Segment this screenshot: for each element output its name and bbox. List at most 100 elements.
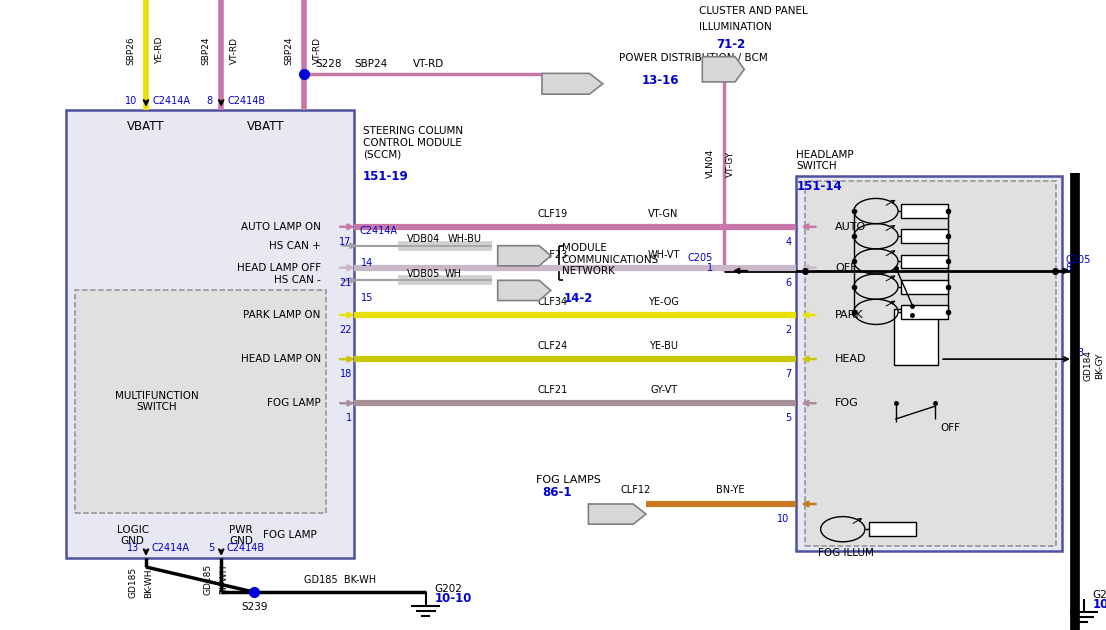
Text: C2414B: C2414B (228, 96, 265, 106)
Text: HEAD: HEAD (835, 354, 866, 364)
Text: G201: G201 (1093, 590, 1106, 600)
Text: GD184: GD184 (1084, 350, 1093, 381)
Text: C2414A: C2414A (359, 226, 397, 236)
Text: 8: 8 (206, 96, 212, 106)
Bar (901, 255, 948, 268)
Polygon shape (498, 246, 551, 266)
Text: VT-GY: VT-GY (726, 151, 734, 177)
Text: MULTIFUNCTION
SWITCH: MULTIFUNCTION SWITCH (115, 391, 198, 413)
Text: VT-RD: VT-RD (413, 59, 444, 69)
Text: CLF23: CLF23 (538, 249, 568, 260)
Text: G202: G202 (435, 584, 462, 594)
Text: FOG: FOG (835, 398, 858, 408)
Text: FOG LAMPS: FOG LAMPS (536, 475, 602, 485)
Text: 151-19: 151-19 (363, 170, 408, 183)
Text: GD185: GD185 (204, 564, 212, 595)
Text: GY-VT: GY-VT (650, 385, 677, 395)
Bar (901, 280, 948, 294)
Text: 3: 3 (1077, 348, 1084, 358)
Text: 18: 18 (340, 369, 352, 379)
Text: BK-WH: BK-WH (144, 568, 153, 597)
Text: HS CAN +: HS CAN + (269, 241, 321, 251)
Text: 6: 6 (785, 278, 792, 288)
Bar (894, 309, 938, 365)
Text: CLUSTER AND PANEL: CLUSTER AND PANEL (699, 6, 807, 16)
Text: FOG LAMP: FOG LAMP (262, 530, 316, 541)
Text: WH-BU: WH-BU (448, 234, 482, 244)
Text: WH-VT: WH-VT (647, 249, 680, 260)
Text: FOG LAMP: FOG LAMP (267, 398, 321, 408)
Text: 10-10: 10-10 (435, 592, 472, 605)
Text: C205: C205 (1065, 255, 1091, 265)
Text: CLF12: CLF12 (620, 485, 651, 495)
Text: CLF34: CLF34 (538, 297, 568, 307)
Text: PARK LAMP ON: PARK LAMP ON (243, 310, 321, 320)
Bar (901, 305, 948, 319)
Text: GD185: GD185 (128, 567, 137, 598)
Text: S239: S239 (241, 602, 268, 612)
Text: C2414A: C2414A (152, 543, 189, 553)
Text: WH: WH (445, 269, 461, 279)
Text: 15: 15 (361, 293, 374, 303)
Polygon shape (588, 504, 646, 524)
Text: CLF24: CLF24 (538, 341, 568, 351)
Text: HEAD LAMP ON: HEAD LAMP ON (241, 354, 321, 364)
Text: 7: 7 (785, 369, 792, 379)
Text: VBATT: VBATT (247, 120, 284, 132)
Bar (901, 229, 948, 243)
Text: VDB04: VDB04 (407, 234, 440, 244)
Polygon shape (702, 57, 744, 82)
Text: SBP24: SBP24 (354, 59, 387, 69)
Text: VDB05: VDB05 (407, 269, 440, 279)
Text: YE-OG: YE-OG (648, 297, 679, 307)
Text: 4: 4 (785, 237, 792, 247)
Text: HEADLAMP
SWITCH: HEADLAMP SWITCH (796, 150, 854, 171)
Text: BK-WH: BK-WH (219, 565, 228, 594)
Text: 8: 8 (1065, 263, 1072, 273)
Text: 86-1: 86-1 (542, 486, 572, 499)
Text: OFF: OFF (835, 263, 856, 273)
Polygon shape (542, 73, 603, 94)
Polygon shape (498, 280, 551, 301)
Text: 14: 14 (361, 258, 374, 268)
Text: CLF19: CLF19 (538, 209, 568, 219)
Text: 14-2: 14-2 (564, 292, 594, 305)
Bar (75, 290, 326, 513)
Text: CLF21: CLF21 (538, 385, 568, 395)
Text: 17: 17 (340, 237, 352, 247)
Text: S228: S228 (315, 59, 342, 69)
Text: YE-RD: YE-RD (155, 37, 164, 64)
Text: OFF: OFF (940, 423, 960, 433)
Text: C2414A: C2414A (153, 96, 190, 106)
Text: C2414B: C2414B (227, 543, 264, 553)
Text: PWR
GND: PWR GND (229, 525, 253, 546)
Text: 10: 10 (778, 514, 790, 524)
Text: FOG ILLUM: FOG ILLUM (818, 548, 874, 558)
Text: 5: 5 (208, 543, 215, 553)
Text: BN-YE: BN-YE (716, 485, 744, 495)
Text: 5: 5 (785, 413, 792, 423)
Text: AUTO: AUTO (835, 222, 866, 232)
Text: 22: 22 (340, 325, 352, 335)
Bar (901, 204, 948, 218)
Bar (805, 181, 1056, 546)
Text: 2: 2 (785, 325, 792, 335)
Text: SBP24: SBP24 (201, 36, 210, 65)
Text: 151-14: 151-14 (796, 180, 842, 193)
Text: VT-GN: VT-GN (648, 209, 679, 219)
Text: SBP24: SBP24 (284, 36, 293, 65)
Bar (869, 522, 916, 536)
Text: YE-BU: YE-BU (649, 341, 678, 351)
Text: 10: 10 (125, 96, 137, 106)
Text: 1: 1 (345, 413, 352, 423)
Text: BK-GY: BK-GY (1095, 352, 1104, 379)
Text: MODULE
COMMUNICATIONS
NETWORK: MODULE COMMUNICATIONS NETWORK (562, 243, 659, 277)
Text: VLN04: VLN04 (706, 149, 714, 178)
Text: STEERING COLUMN
CONTROL MODULE
(SCCM): STEERING COLUMN CONTROL MODULE (SCCM) (363, 126, 463, 159)
Text: C205: C205 (688, 253, 713, 263)
Text: 10-7: 10-7 (1093, 598, 1106, 611)
Text: 21: 21 (340, 278, 352, 288)
Text: HEAD LAMP OFF: HEAD LAMP OFF (237, 263, 321, 273)
Text: ILLUMINATION: ILLUMINATION (699, 22, 772, 32)
Bar (66, 110, 354, 558)
